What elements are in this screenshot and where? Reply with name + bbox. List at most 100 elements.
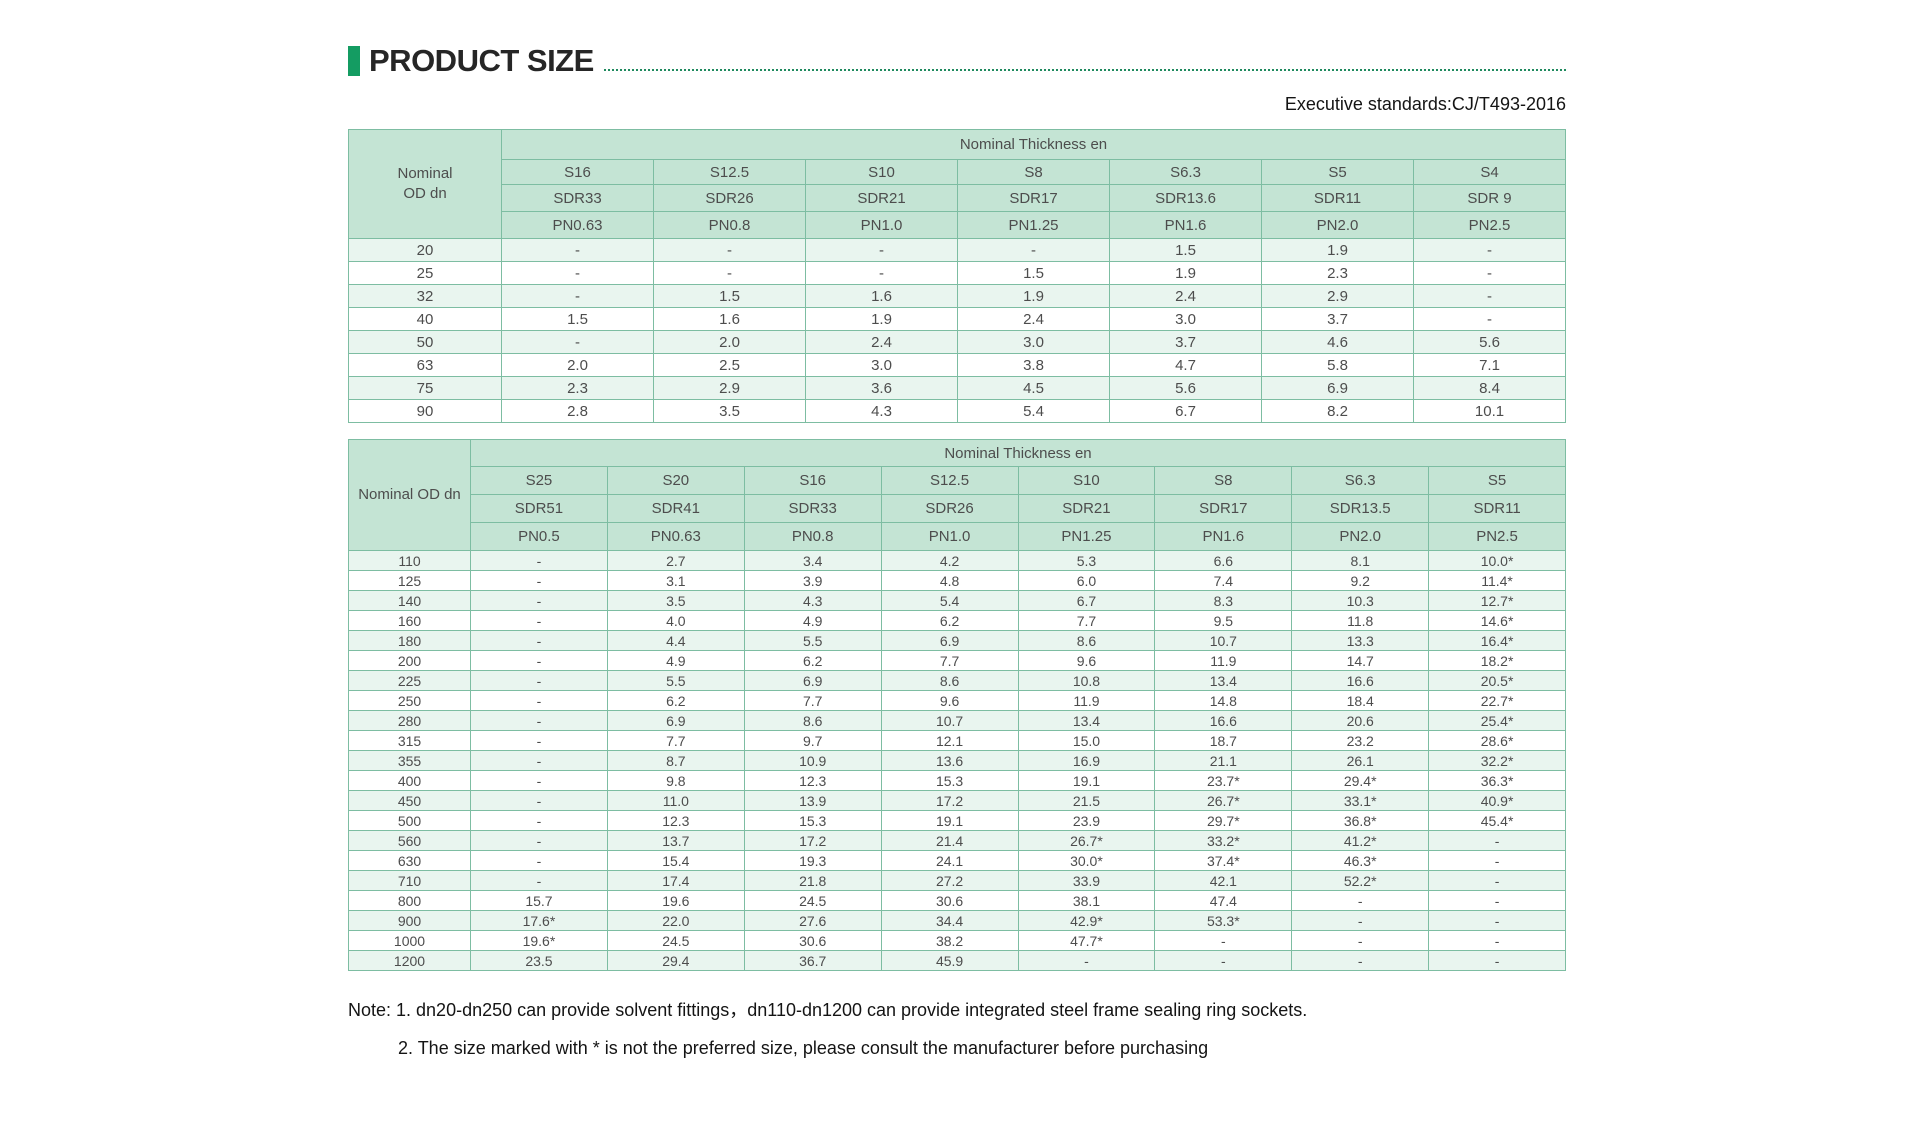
- executive-standard-text: Executive standards:CJ/T493-2016: [1284, 94, 1566, 115]
- thickness-cell: 19.1: [880, 810, 1019, 832]
- sdr-header: SDR17: [957, 184, 1110, 213]
- thickness-cell: 10.7: [880, 710, 1019, 732]
- thickness-cell: 26.1: [1291, 750, 1430, 772]
- thickness-cell: -: [1428, 830, 1566, 852]
- thickness-cell: 27.2: [880, 870, 1019, 892]
- thickness-cell: 45.4*: [1428, 810, 1566, 832]
- thickness-cell: 29.4: [606, 950, 745, 972]
- thickness-cell: -: [470, 630, 608, 652]
- thickness-cell: -: [1413, 238, 1566, 263]
- thickness-cell: 17.6*: [470, 910, 608, 932]
- thickness-cell: 19.3: [743, 850, 882, 872]
- thickness-cell: 3.4: [743, 550, 882, 572]
- thickness-cell: -: [470, 830, 608, 852]
- table-row: 500-12.3 15.3 19.1 23.9 29.7* 36.8* 45.4*: [348, 810, 1566, 832]
- dn-label: 140: [348, 590, 471, 612]
- thickness-cell: 4.3: [805, 399, 958, 424]
- thickness-cell: 10.7: [1154, 630, 1293, 652]
- thickness-cell: 6.9: [880, 630, 1019, 652]
- thickness-cell: 7.1: [1413, 353, 1566, 378]
- thickness-cell: 10.8: [1017, 670, 1156, 692]
- thickness-cell: 16.9: [1017, 750, 1156, 772]
- thickness-cell: 20.6: [1291, 710, 1430, 732]
- dn-label: 355: [348, 750, 471, 772]
- thickness-cell: 30.6: [880, 890, 1019, 912]
- thickness-cell: -: [470, 790, 608, 812]
- table-row: 630-15.4 19.3 24.1 30.0* 37.4* 46.3* -: [348, 850, 1566, 872]
- thickness-cell: 32.2*: [1428, 750, 1566, 772]
- table-row: 32-1.5 1.6 1.9 2.4 2.9-: [348, 284, 1566, 309]
- thickness-cell: 3.0: [957, 330, 1110, 355]
- thickness-cell: 8.6: [880, 670, 1019, 692]
- pn-header: PN1.6: [1154, 522, 1293, 552]
- thickness-cell: 6.9: [1261, 376, 1414, 401]
- thickness-cell: -: [470, 590, 608, 612]
- thickness-cell: 11.4*: [1428, 570, 1566, 592]
- thickness-cell: 23.5: [470, 950, 608, 972]
- thickness-cell: -: [470, 610, 608, 632]
- thickness-cell: 2.0: [501, 353, 654, 378]
- thickness-cell: 17.4: [606, 870, 745, 892]
- thickness-cell: 6.7: [1017, 590, 1156, 612]
- thickness-cell: 29.7*: [1154, 810, 1293, 832]
- sdr-header: SDR33: [501, 184, 654, 213]
- thickness-cell: 3.9: [743, 570, 882, 592]
- sdr-header: SDR26: [880, 494, 1019, 524]
- sdr-header: SDR21: [1017, 494, 1156, 524]
- thickness-cell: 3.5: [653, 399, 806, 424]
- thickness-cell: -: [470, 730, 608, 752]
- thickness-cell: 47.4: [1154, 890, 1293, 912]
- thickness-cell: 21.5: [1017, 790, 1156, 812]
- thickness-cell: 6.7: [1109, 399, 1262, 424]
- corner-header: Nominal OD dn: [348, 129, 502, 240]
- thickness-cell: 30.6: [743, 930, 882, 952]
- thickness-cell: 34.4: [880, 910, 1019, 932]
- thickness-cell: 4.8: [880, 570, 1019, 592]
- thickness-cell: 21.1: [1154, 750, 1293, 772]
- thickness-cell: -: [653, 238, 806, 263]
- title-bullet-icon: [348, 46, 360, 77]
- thickness-cell: 41.2*: [1291, 830, 1430, 852]
- dn-label: 250: [348, 690, 471, 712]
- thickness-cell: -: [1428, 950, 1566, 972]
- table-row: 250-6.2 7.7 9.6 11.9 14.8 18.4 22.7*: [348, 690, 1566, 712]
- thickness-cell: 4.9: [743, 610, 882, 632]
- s-class-header: S25: [470, 466, 608, 496]
- thickness-cell: -: [470, 670, 608, 692]
- thickness-cell: 38.2: [880, 930, 1019, 952]
- thickness-cell: 2.8: [501, 399, 654, 424]
- thickness-cell: 10.3: [1291, 590, 1430, 612]
- group-header: Nominal Thickness en: [470, 439, 1566, 468]
- thickness-cell: 5.5: [743, 630, 882, 652]
- table-row: 75 2.3 2.9 3.6 4.5 5.6 6.9 8.4: [348, 376, 1566, 401]
- thickness-cell: 40.9*: [1428, 790, 1566, 812]
- thickness-cell: 30.0*: [1017, 850, 1156, 872]
- table-row: 560-13.7 17.2 21.4 26.7* 33.2* 41.2* -: [348, 830, 1566, 852]
- pn-header: PN2.0: [1261, 211, 1414, 240]
- pn-header: PN1.25: [957, 211, 1110, 240]
- thickness-cell: 8.6: [743, 710, 882, 732]
- thickness-cell: -: [1413, 284, 1566, 309]
- thickness-cell: 25.4*: [1428, 710, 1566, 732]
- table-row: 225-5.5 6.9 8.6 10.8 13.4 16.6 20.5*: [348, 670, 1566, 692]
- pn-header: PN1.0: [880, 522, 1019, 552]
- dn-label: 90: [348, 399, 502, 424]
- size-table-dn20-90: Nominal OD dn Nominal Thickness en S16 S12.…: [348, 129, 1566, 424]
- thickness-cell: -: [1428, 870, 1566, 892]
- thickness-cell: 3.5: [606, 590, 745, 612]
- thickness-cell: 46.3*: [1291, 850, 1430, 872]
- thickness-cell: 8.7: [606, 750, 745, 772]
- thickness-cell: -: [1017, 950, 1156, 972]
- thickness-cell: 9.2: [1291, 570, 1430, 592]
- pn-header: PN2.0: [1291, 522, 1430, 552]
- thickness-cell: 5.5: [606, 670, 745, 692]
- note-line-1: Note: 1. dn20-dn250 can provide solvent …: [348, 1000, 1308, 1021]
- s-class-header: S5: [1428, 466, 1566, 496]
- dn-label: 75: [348, 376, 502, 401]
- thickness-cell: -: [1154, 930, 1293, 952]
- table-row: 400-9.8 12.3 15.3 19.1 23.7* 29.4* 36.3*: [348, 770, 1566, 792]
- thickness-cell: 2.3: [1261, 261, 1414, 286]
- section-header: PRODUCT SIZE: [348, 43, 1566, 78]
- thickness-cell: 22.7*: [1428, 690, 1566, 712]
- thickness-cell: 8.6: [1017, 630, 1156, 652]
